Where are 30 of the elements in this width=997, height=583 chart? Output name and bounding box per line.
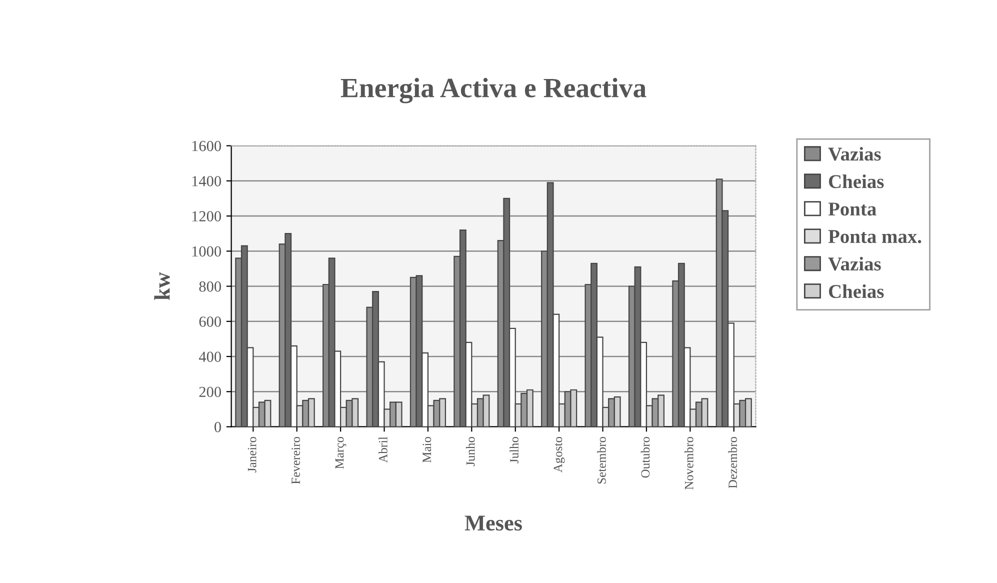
x-tick-label: Maio: [422, 436, 432, 463]
y-tick-label: 1000: [192, 246, 221, 257]
y-tick-label: 1400: [192, 176, 221, 186]
legend-label: Vazias: [828, 256, 881, 271]
x-tick-label: Novembro: [684, 436, 694, 490]
x-tick-label: Junho: [466, 436, 475, 466]
x-tick-label: Fevereiro: [292, 436, 300, 484]
legend-label: Ponta max.: [828, 230, 922, 244]
x-tick-label: Outubro: [640, 436, 650, 478]
y-tick-label: 0: [214, 422, 221, 432]
y-tick-label: 1600: [192, 140, 221, 152]
x-tick-label: Março: [335, 436, 346, 469]
x-tick-label: Abril: [378, 436, 388, 463]
y-tick-label: 600: [199, 316, 221, 327]
y-axis-title: kw: [154, 272, 170, 300]
y-tick-label: 1200: [192, 211, 221, 222]
chart-title: Energia Activa e Reactiva: [340, 78, 646, 104]
x-tick-label: Dezembro: [728, 436, 738, 488]
legend-label: Vazias: [828, 146, 881, 161]
x-tick-label: Setembro: [597, 436, 606, 484]
y-tick-label: 200: [199, 386, 221, 398]
legend-label: Cheias: [828, 174, 884, 188]
legend-label: Cheias: [828, 284, 884, 298]
x-axis-title: Meses: [464, 516, 522, 531]
legend-label: Ponta: [828, 202, 876, 216]
x-tick-label: Agosto: [554, 436, 565, 472]
y-tick-label: 800: [199, 281, 221, 292]
x-tick-label: Julho: [510, 436, 518, 464]
x-tick-label: Janeiro: [248, 436, 256, 472]
y-tick-label: 400: [198, 352, 221, 362]
